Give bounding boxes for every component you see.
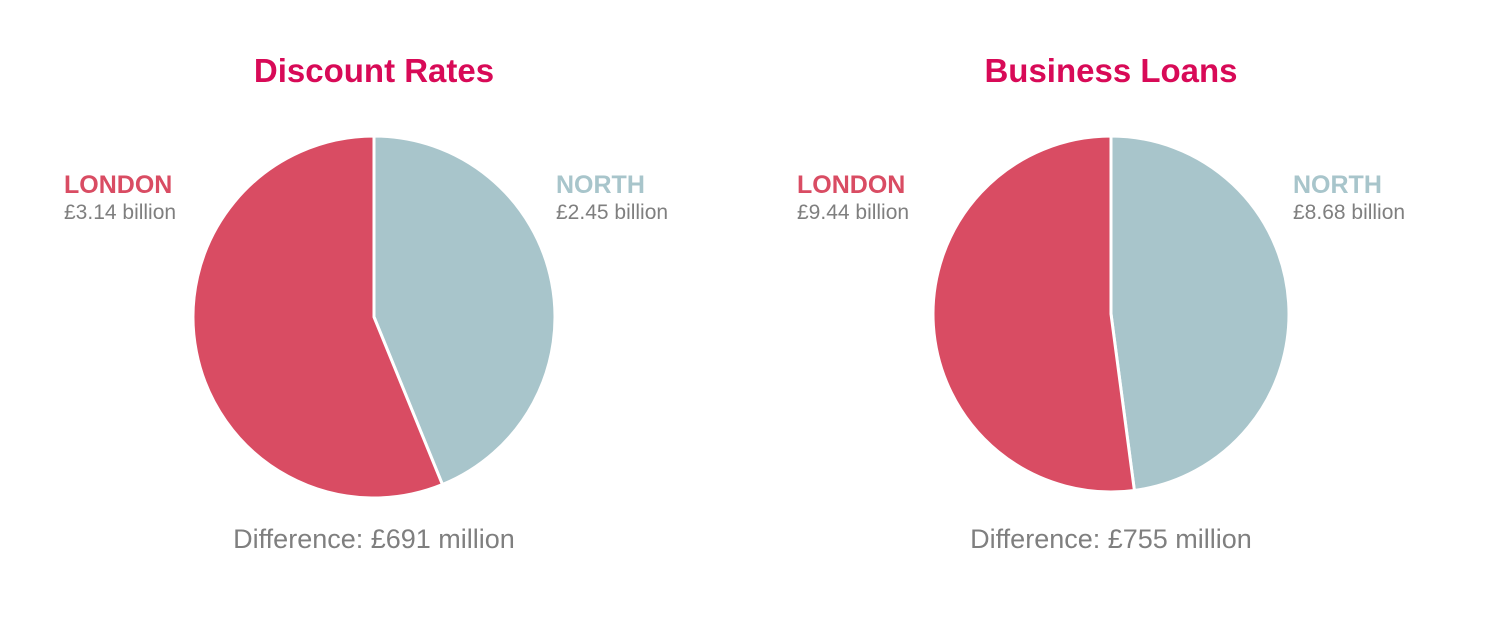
- label-london-value: £9.44 billion: [797, 201, 910, 224]
- label-london-name: LONDON: [64, 171, 173, 199]
- label-london: LONDON £9.44 billion: [797, 170, 909, 226]
- pie-slice-north: [372, 134, 557, 487]
- difference-note: Difference: £691 million: [233, 524, 515, 554]
- chart-title: Discount Rates: [253, 52, 495, 89]
- label-london-value: £3.14 billion: [64, 201, 177, 224]
- pie-slice-london: [931, 134, 1137, 494]
- chart-title: Business Loans: [984, 52, 1238, 89]
- difference-note: Difference: £755 million: [970, 524, 1252, 554]
- label-london-name: LONDON: [797, 171, 906, 199]
- label-north-name: NORTH: [1293, 171, 1382, 199]
- chart-discount-rates: Discount Rates LONDON £3.14 billion NORT…: [4, 0, 744, 624]
- chart-business-loans: Business Loans LONDON £9.44 billion NORT…: [741, 0, 1481, 624]
- label-north-value: £2.45 billion: [556, 201, 669, 224]
- label-north-value: £8.68 billion: [1293, 201, 1406, 224]
- label-north: NORTH £2.45 billion: [556, 170, 668, 226]
- label-north: NORTH £8.68 billion: [1293, 170, 1405, 226]
- label-london: LONDON £3.14 billion: [64, 170, 176, 226]
- pie-slice-london: [191, 134, 445, 500]
- pie-slice-north: [1109, 134, 1291, 493]
- label-north-name: NORTH: [556, 171, 645, 199]
